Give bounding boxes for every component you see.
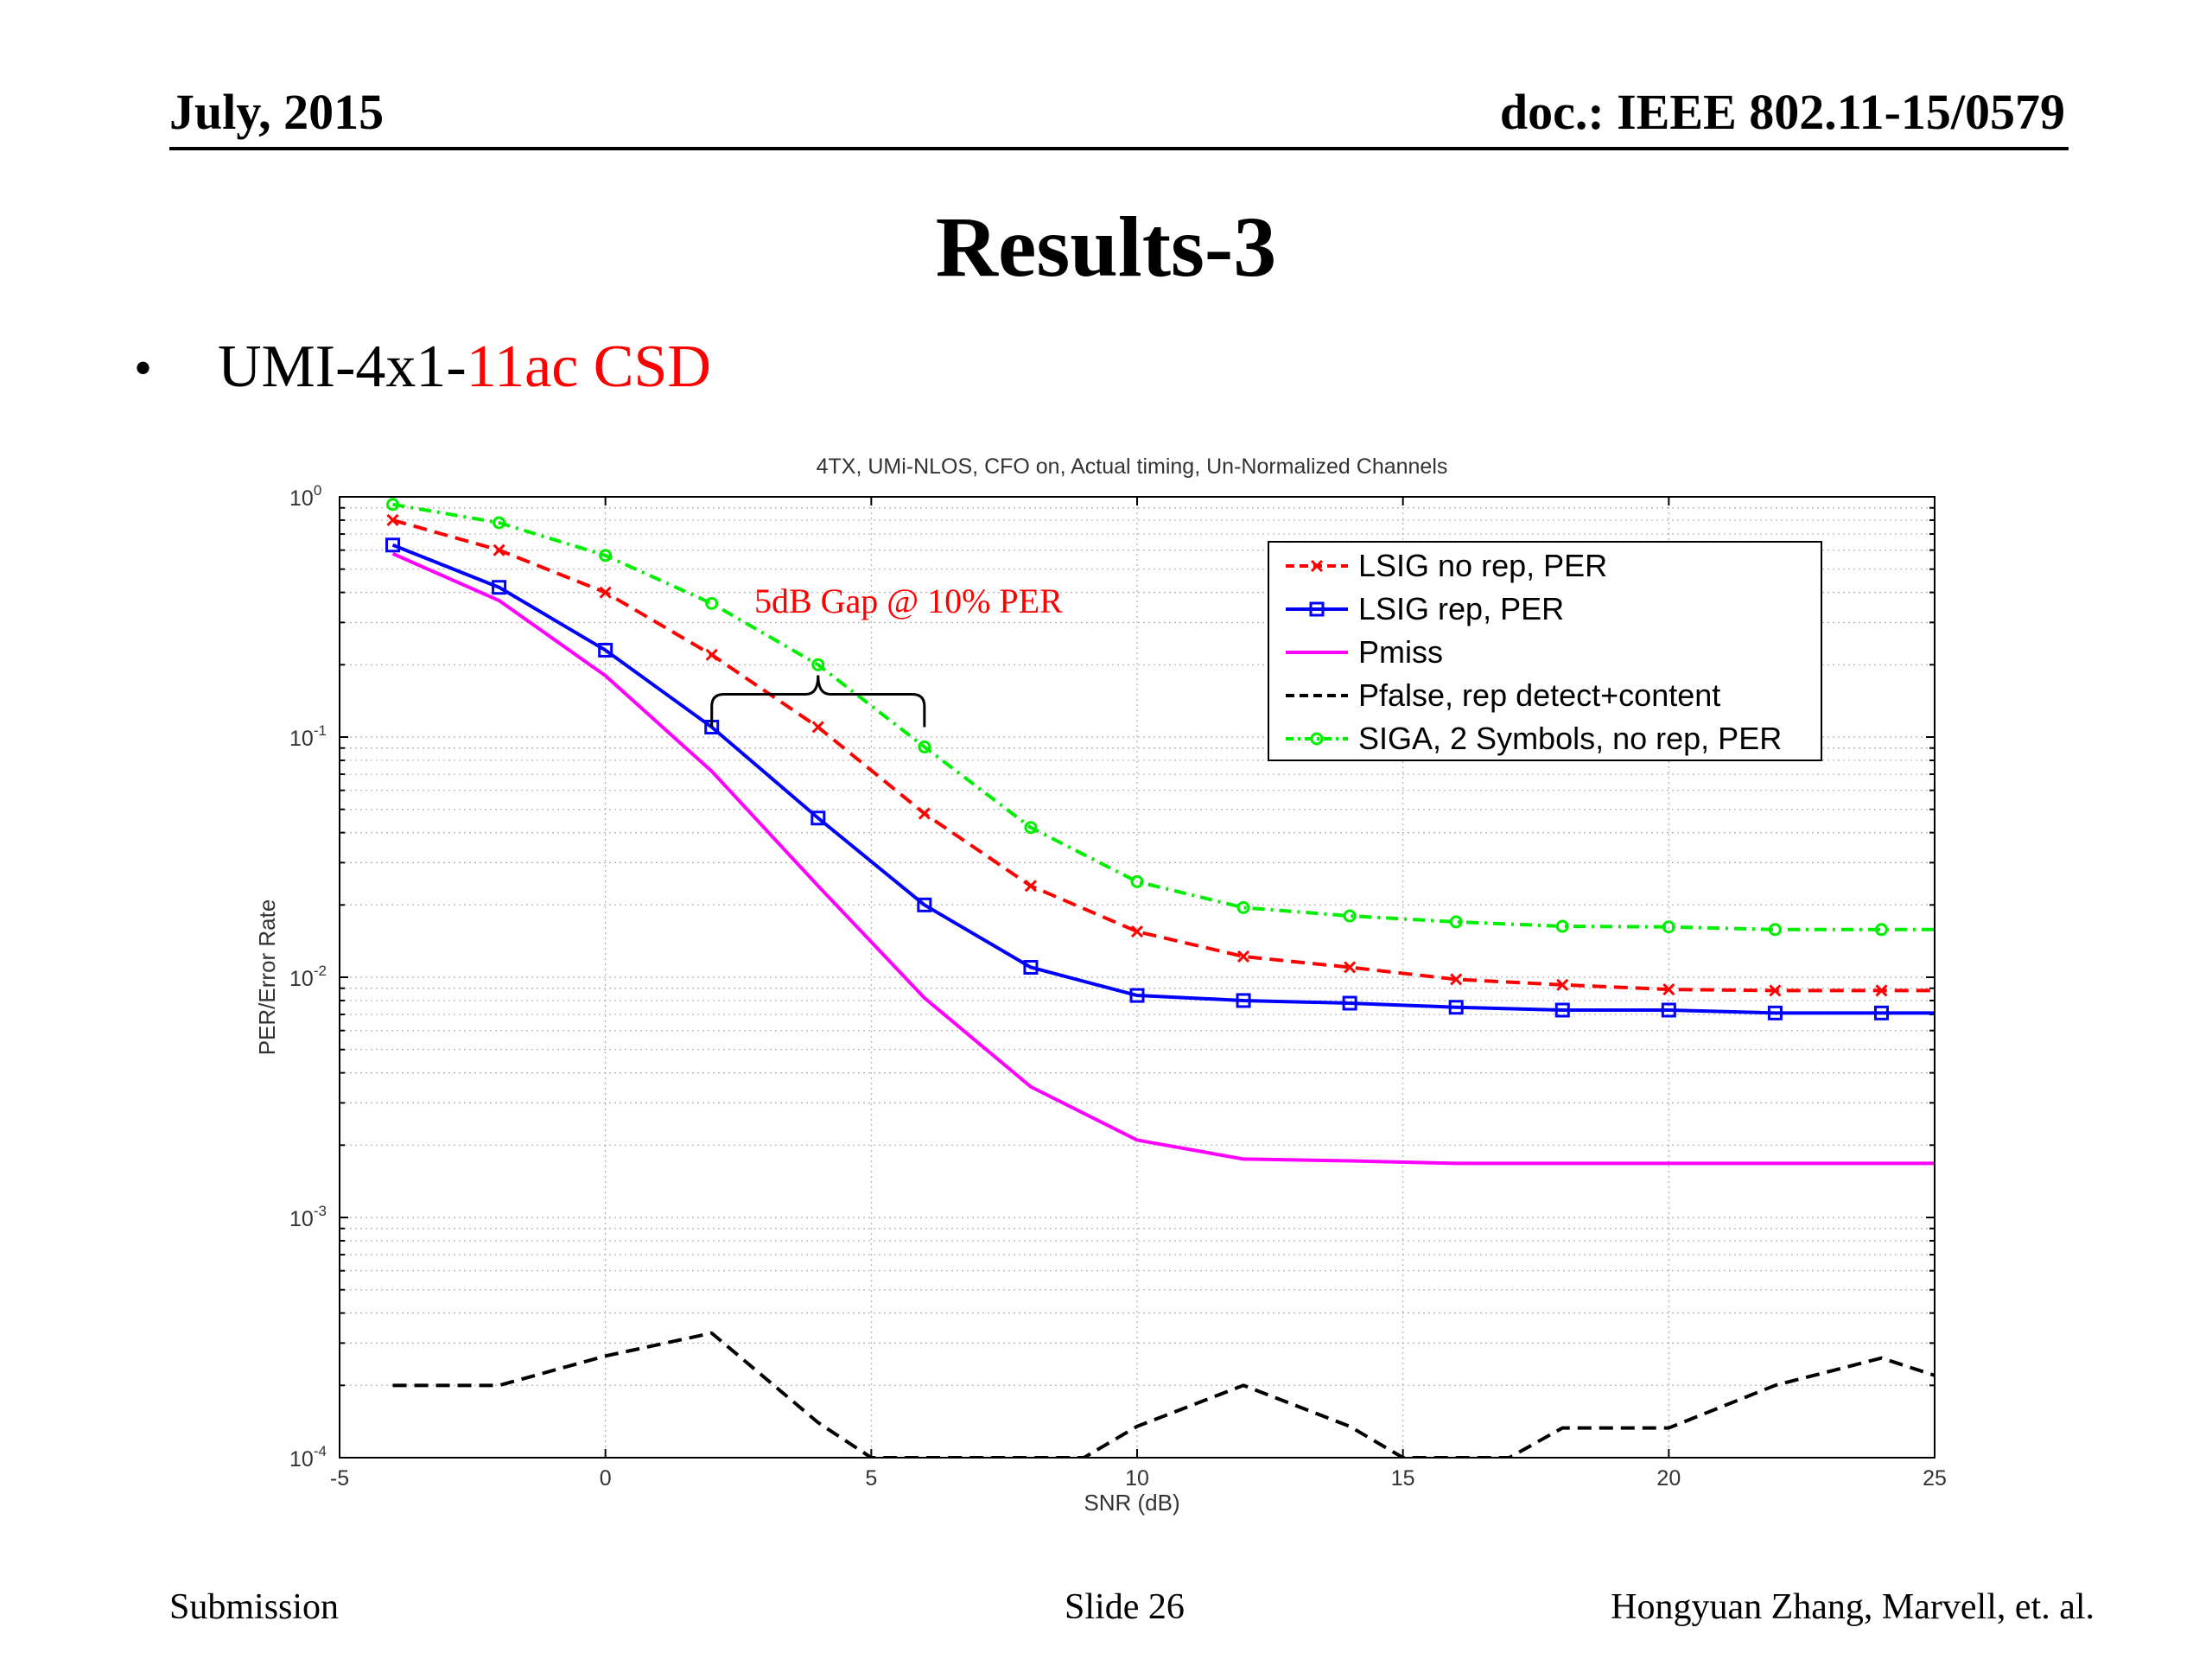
footer-submission: Submission (169, 1587, 340, 1627)
footer-slide-number: Slide 26 (1065, 1587, 1185, 1627)
marker-x (1310, 559, 1324, 573)
marker-x (918, 807, 931, 820)
marker-circle (599, 549, 613, 563)
marker-square (1873, 1005, 1889, 1020)
x-tick-label: 0 (600, 1466, 612, 1491)
marker-square (1342, 995, 1357, 1011)
x-tick-label: 5 (865, 1466, 877, 1491)
y-axis-label: PER/Error Rate (254, 899, 280, 1056)
marker-circle (1449, 915, 1463, 929)
axis-ticks: -5 0 5 10 15 20 25 100 10-1 10-2 10-3 10-4 (289, 482, 1947, 1491)
series-line (392, 502, 1935, 931)
x-tick-label: 15 (1391, 1466, 1415, 1491)
marker-square (1023, 959, 1039, 975)
legend-label: LSIG no rep, PER (1358, 548, 1607, 583)
series-1 (385, 537, 1935, 1020)
marker-x (599, 586, 612, 599)
bullet-text: UMI-4x1-11ac CSD (218, 333, 711, 402)
marker-square (1129, 988, 1145, 1003)
marker-x (1769, 984, 1782, 997)
marker-x (1662, 983, 1675, 996)
header-date: July, 2015 (169, 84, 385, 140)
marker-square (598, 642, 613, 658)
marker-circle (1343, 909, 1357, 923)
marker-circle (1310, 732, 1324, 746)
legend-label: Pmiss (1358, 634, 1443, 670)
x-axis-label: SNR (dB) (1084, 1490, 1179, 1516)
marker-square (1554, 1002, 1570, 1018)
x-tick-label: 10 (1125, 1466, 1149, 1491)
plot-frame (339, 496, 1936, 1459)
header-rule (169, 147, 2069, 150)
marker-x (493, 543, 505, 556)
marker-x (1450, 973, 1463, 986)
series-2 (391, 551, 1935, 1166)
legend-box (1268, 541, 1822, 761)
marker-circle (811, 658, 825, 671)
marker-x (1237, 950, 1250, 963)
marker-circle (493, 516, 506, 530)
chart-title: 4TX, UMi-NLOS, CFO on, Actual timing, Un… (817, 454, 1448, 479)
marker-x (1130, 925, 1144, 938)
marker-square (1448, 1000, 1464, 1015)
series-3 (392, 1331, 1935, 1458)
marker-x (705, 648, 718, 661)
marker-square (1309, 601, 1325, 617)
marker-square (917, 897, 932, 912)
marker-x (1556, 978, 1569, 991)
bullet-prefix: UMI-4x1- (218, 334, 467, 400)
marker-circle (918, 740, 931, 753)
marker-x (1875, 984, 1888, 997)
series-0 (386, 513, 1935, 997)
marker-circle (1768, 923, 1782, 937)
x-tick-label: -5 (330, 1466, 349, 1491)
marker-circle (1236, 900, 1250, 914)
marker-square (1661, 1002, 1676, 1018)
series-group (385, 498, 1935, 1458)
marker-circle (1662, 920, 1675, 934)
marker-square (492, 580, 507, 595)
marker-circle (1130, 874, 1144, 888)
series-line (392, 1331, 1935, 1458)
marker-square (810, 810, 826, 826)
legend: LSIG no rep, PER LSIG rep, PER Pmiss Pfalse… (1268, 541, 1822, 761)
legend-label: SIGA, 2 Symbols, no rep, PER (1358, 721, 1782, 756)
marker-x (811, 721, 824, 734)
y-tick-label: 10-1 (289, 722, 327, 751)
series-line (391, 543, 1935, 1015)
y-tick-label: 100 (289, 482, 321, 511)
series-line (391, 518, 1935, 993)
marker-x (1024, 880, 1037, 893)
marker-x (386, 513, 399, 527)
y-tick-label: 10-2 (289, 963, 327, 991)
legend-label: LSIG rep, PER (1358, 591, 1564, 626)
x-tick-label: 25 (1923, 1466, 1947, 1491)
bullet-highlight: 11ac CSD (466, 334, 711, 400)
marker-circle (386, 498, 400, 512)
gap-annotation: 5dB Gap @ 10% PER (710, 582, 1063, 728)
footer-authors: Hongyuan Zhang, Marvell, et. al. (1611, 1587, 2094, 1627)
marker-square (385, 537, 401, 553)
gap-brace (710, 675, 926, 728)
slide-title: Results-3 (935, 199, 1277, 295)
bullet-dot: • (134, 340, 153, 397)
marker-circle (1024, 821, 1038, 835)
marker-square (1236, 993, 1251, 1008)
gap-annotation-text: 5dB Gap @ 10% PER (754, 582, 1063, 620)
legend-label: Pfalse, rep detect+content (1358, 677, 1720, 713)
marker-circle (705, 596, 719, 610)
y-tick-label: 10-3 (289, 1203, 327, 1231)
series-line (391, 551, 1935, 1166)
marker-square (1767, 1005, 1783, 1020)
marker-circle (1555, 919, 1569, 933)
header-doc-id: doc.: IEEE 802.11-15/0579 (1499, 84, 2065, 140)
y-tick-label: 10-4 (289, 1443, 327, 1471)
marker-x (1344, 961, 1357, 974)
marker-circle (1874, 923, 1888, 937)
x-tick-label: 20 (1656, 1466, 1681, 1491)
series-4 (386, 498, 1935, 937)
